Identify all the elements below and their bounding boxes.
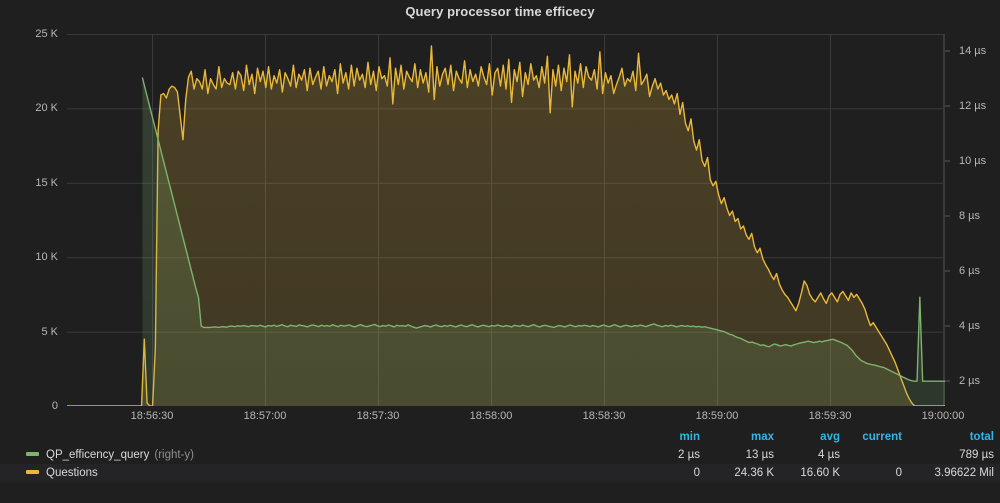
y-tick-left: 10 K	[35, 251, 58, 264]
y-tick-right: 4 µs	[945, 320, 980, 332]
graph-area[interactable]: 0 5 K 10 K 15 K 20 K 25 K 2 µs 4 µs 6 µs 8 µs 10 …	[0, 22, 1000, 422]
legend-row[interactable]: QP_efficency_query (right-y) 2 µs 13 µs 4 µs…	[0, 446, 1000, 464]
legend-total-cell: 789 µs	[959, 449, 994, 461]
y-tick-right: 2 µs	[945, 375, 980, 387]
y-axis-left: 0 5 K 10 K 15 K 20 K 25 K	[0, 28, 58, 412]
y-tick-left: 20 K	[35, 102, 58, 115]
legend-body: QP_efficency_query (right-y) 2 µs 13 µs 4 µs…	[0, 446, 1000, 482]
legend-avg-cell: 16.60 K	[800, 467, 840, 479]
legend-series-name[interactable]: QP_efficency_query	[46, 449, 150, 461]
x-tick-label: 18:56:30	[130, 410, 174, 422]
legend[interactable]: min max avg current total QP_efficency_q…	[0, 428, 1000, 503]
y-tick-mark-icon	[945, 105, 950, 107]
x-tick-label: 18:57:00	[243, 410, 287, 422]
legend-min-cell: 0	[693, 467, 700, 479]
legend-header-avg[interactable]: avg	[820, 431, 840, 443]
legend-color-swatch-icon[interactable]	[26, 469, 39, 474]
legend-current-cell: 0	[895, 467, 902, 479]
legend-min-cell: 2 µs	[678, 449, 700, 461]
legend-header-min[interactable]: min	[679, 431, 700, 443]
legend-color-swatch-icon[interactable]	[26, 451, 39, 456]
y-tick-left: 25 K	[35, 28, 58, 40]
legend-series-cell[interactable]: Questions	[0, 464, 640, 482]
y-tick-mark-icon	[945, 380, 950, 382]
page-title: Query processor time efficecy	[405, 4, 595, 19]
x-tick-label: 18:57:30	[356, 410, 400, 422]
y-tick-right: 8 µs	[945, 210, 980, 222]
legend-series-cell[interactable]: QP_efficency_query (right-y)	[0, 446, 640, 464]
legend-current-cell	[846, 446, 908, 464]
y-tick-mark-icon	[945, 215, 950, 217]
legend-header-series	[0, 428, 640, 446]
legend-max-cell: 13 µs	[745, 449, 774, 461]
x-axis: 18:56:30 18:57:00 18:57:30 18:58:00 18:58:30…	[67, 408, 965, 426]
y-tick-left: 5 K	[41, 325, 58, 338]
y-tick-right: 12 µs	[945, 100, 986, 112]
chart-svg	[67, 34, 945, 406]
series-area	[67, 45, 945, 406]
y-tick-mark-icon	[945, 50, 950, 52]
x-tick-label: 19:00:00	[921, 410, 965, 422]
series-area	[142, 78, 945, 406]
series-Questions	[67, 45, 945, 406]
y-tick-mark-icon	[945, 160, 950, 162]
y-tick-right: 14 µs	[945, 45, 986, 57]
legend-series-name[interactable]: Questions	[46, 467, 98, 479]
series-line	[141, 77, 945, 382]
y-tick-left: 15 K	[35, 176, 58, 189]
legend-header-max[interactable]: max	[750, 431, 774, 443]
series-QP_efficency_query	[141, 77, 945, 406]
series-line	[67, 45, 945, 406]
legend-avg-cell: 4 µs	[818, 449, 840, 461]
y-tick-left: 0	[51, 400, 58, 412]
legend-total-cell: 3.96622 Mil	[934, 467, 994, 479]
legend-series-axis-note: (right-y)	[154, 449, 194, 461]
y-tick-mark-icon	[945, 270, 950, 272]
legend-row[interactable]: Questions 0 24.36 K 16.60 K 0 3.96622 Mil	[0, 464, 1000, 482]
y-tick-mark-icon	[945, 325, 950, 327]
plot-canvas[interactable]	[67, 34, 945, 406]
legend-max-cell: 24.36 K	[734, 467, 774, 479]
y-tick-right: 6 µs	[945, 265, 980, 277]
x-tick-label: 18:59:00	[695, 410, 739, 422]
legend-table: min max avg current total QP_efficency_q…	[0, 428, 1000, 482]
y-tick-right: 10 µs	[945, 155, 986, 167]
x-tick-label: 18:58:30	[582, 410, 626, 422]
x-tick-label: 18:58:00	[469, 410, 513, 422]
legend-header-row: min max avg current total	[0, 428, 1000, 446]
legend-header-current[interactable]: current	[862, 431, 902, 443]
y-axis-right: 2 µs 4 µs 6 µs 8 µs 10 µs 12 µs 14 µs	[945, 34, 1000, 406]
x-tick-label: 18:59:30	[808, 410, 852, 422]
legend-header-total[interactable]: total	[969, 431, 994, 443]
